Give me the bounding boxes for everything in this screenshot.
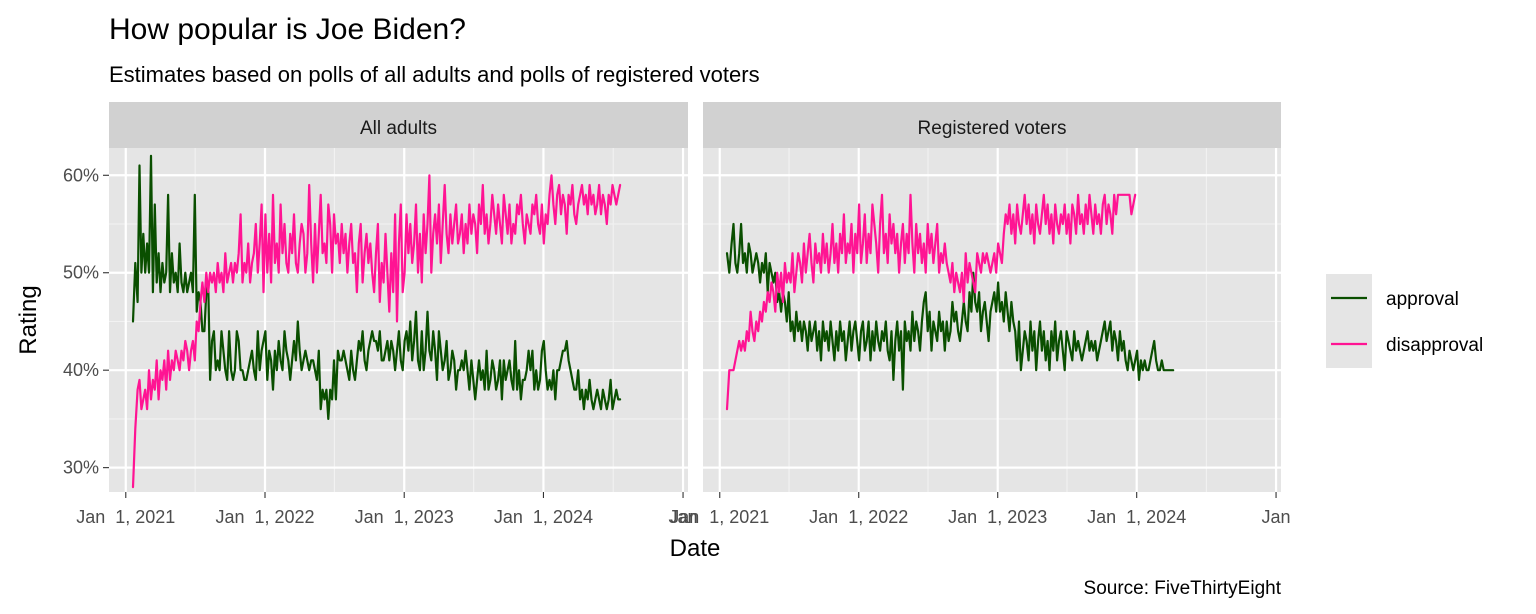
x-tick-label: Jan 1, 2022 <box>215 507 314 527</box>
facet-strip-label: All adults <box>360 118 437 139</box>
x-tick-label: Jan 1, 2024 <box>494 507 593 527</box>
series-line-approval <box>725 222 1175 391</box>
y-tick-label: 50% <box>63 263 99 283</box>
panel-background <box>703 148 1281 492</box>
x-axis-title: Date <box>670 535 721 562</box>
facet-panels: All adults Jan 1, 2021 Jan 1, 2022 Jan 1, 2… <box>76 102 1291 527</box>
facet-strip <box>703 102 1281 148</box>
facet-panel-2: Registered voters Jan 1, 2021 Jan 1, 2022 J… <box>670 102 1291 527</box>
chart-subtitle: Estimates based on polls of all adults a… <box>109 62 760 87</box>
x-tick-label: Jan <box>669 507 698 527</box>
facet-panel-1: All adults Jan 1, 2021 Jan 1, 2022 Jan 1, 2… <box>76 102 698 527</box>
x-tick-label: Jan 1, 2023 <box>355 507 454 527</box>
y-tick-label: 30% <box>63 458 99 478</box>
legend-label-disapproval: disapproval <box>1386 335 1483 356</box>
x-tick-label: Jan <box>1262 507 1291 527</box>
series-line-disapproval <box>131 174 622 489</box>
x-tick-label: Jan 1, 2022 <box>809 507 908 527</box>
x-tick-label: Jan 1, 2021 <box>670 507 769 527</box>
y-axis-title: Rating <box>15 285 42 354</box>
y-tick-label: 60% <box>63 165 99 185</box>
series-line-approval <box>131 154 622 420</box>
y-axis: 30% 40% 50% 60% <box>63 165 109 478</box>
legend-key-background <box>1326 274 1372 368</box>
x-tick-label: Jan 1, 2024 <box>1087 507 1186 527</box>
legend: approval disapproval <box>1326 274 1483 368</box>
x-tick-label: Jan 1, 2021 <box>76 507 175 527</box>
series-line-disapproval <box>725 193 1137 411</box>
facet-strip <box>109 102 688 148</box>
y-tick-label: 40% <box>63 360 99 380</box>
chart-caption: Source: FiveThirtyEight <box>1084 578 1282 599</box>
legend-label-approval: approval <box>1386 289 1459 310</box>
x-tick-label: Jan 1, 2023 <box>948 507 1047 527</box>
facet-strip-label: Registered voters <box>918 118 1067 139</box>
chart-title: How popular is Joe Biden? <box>109 13 466 46</box>
